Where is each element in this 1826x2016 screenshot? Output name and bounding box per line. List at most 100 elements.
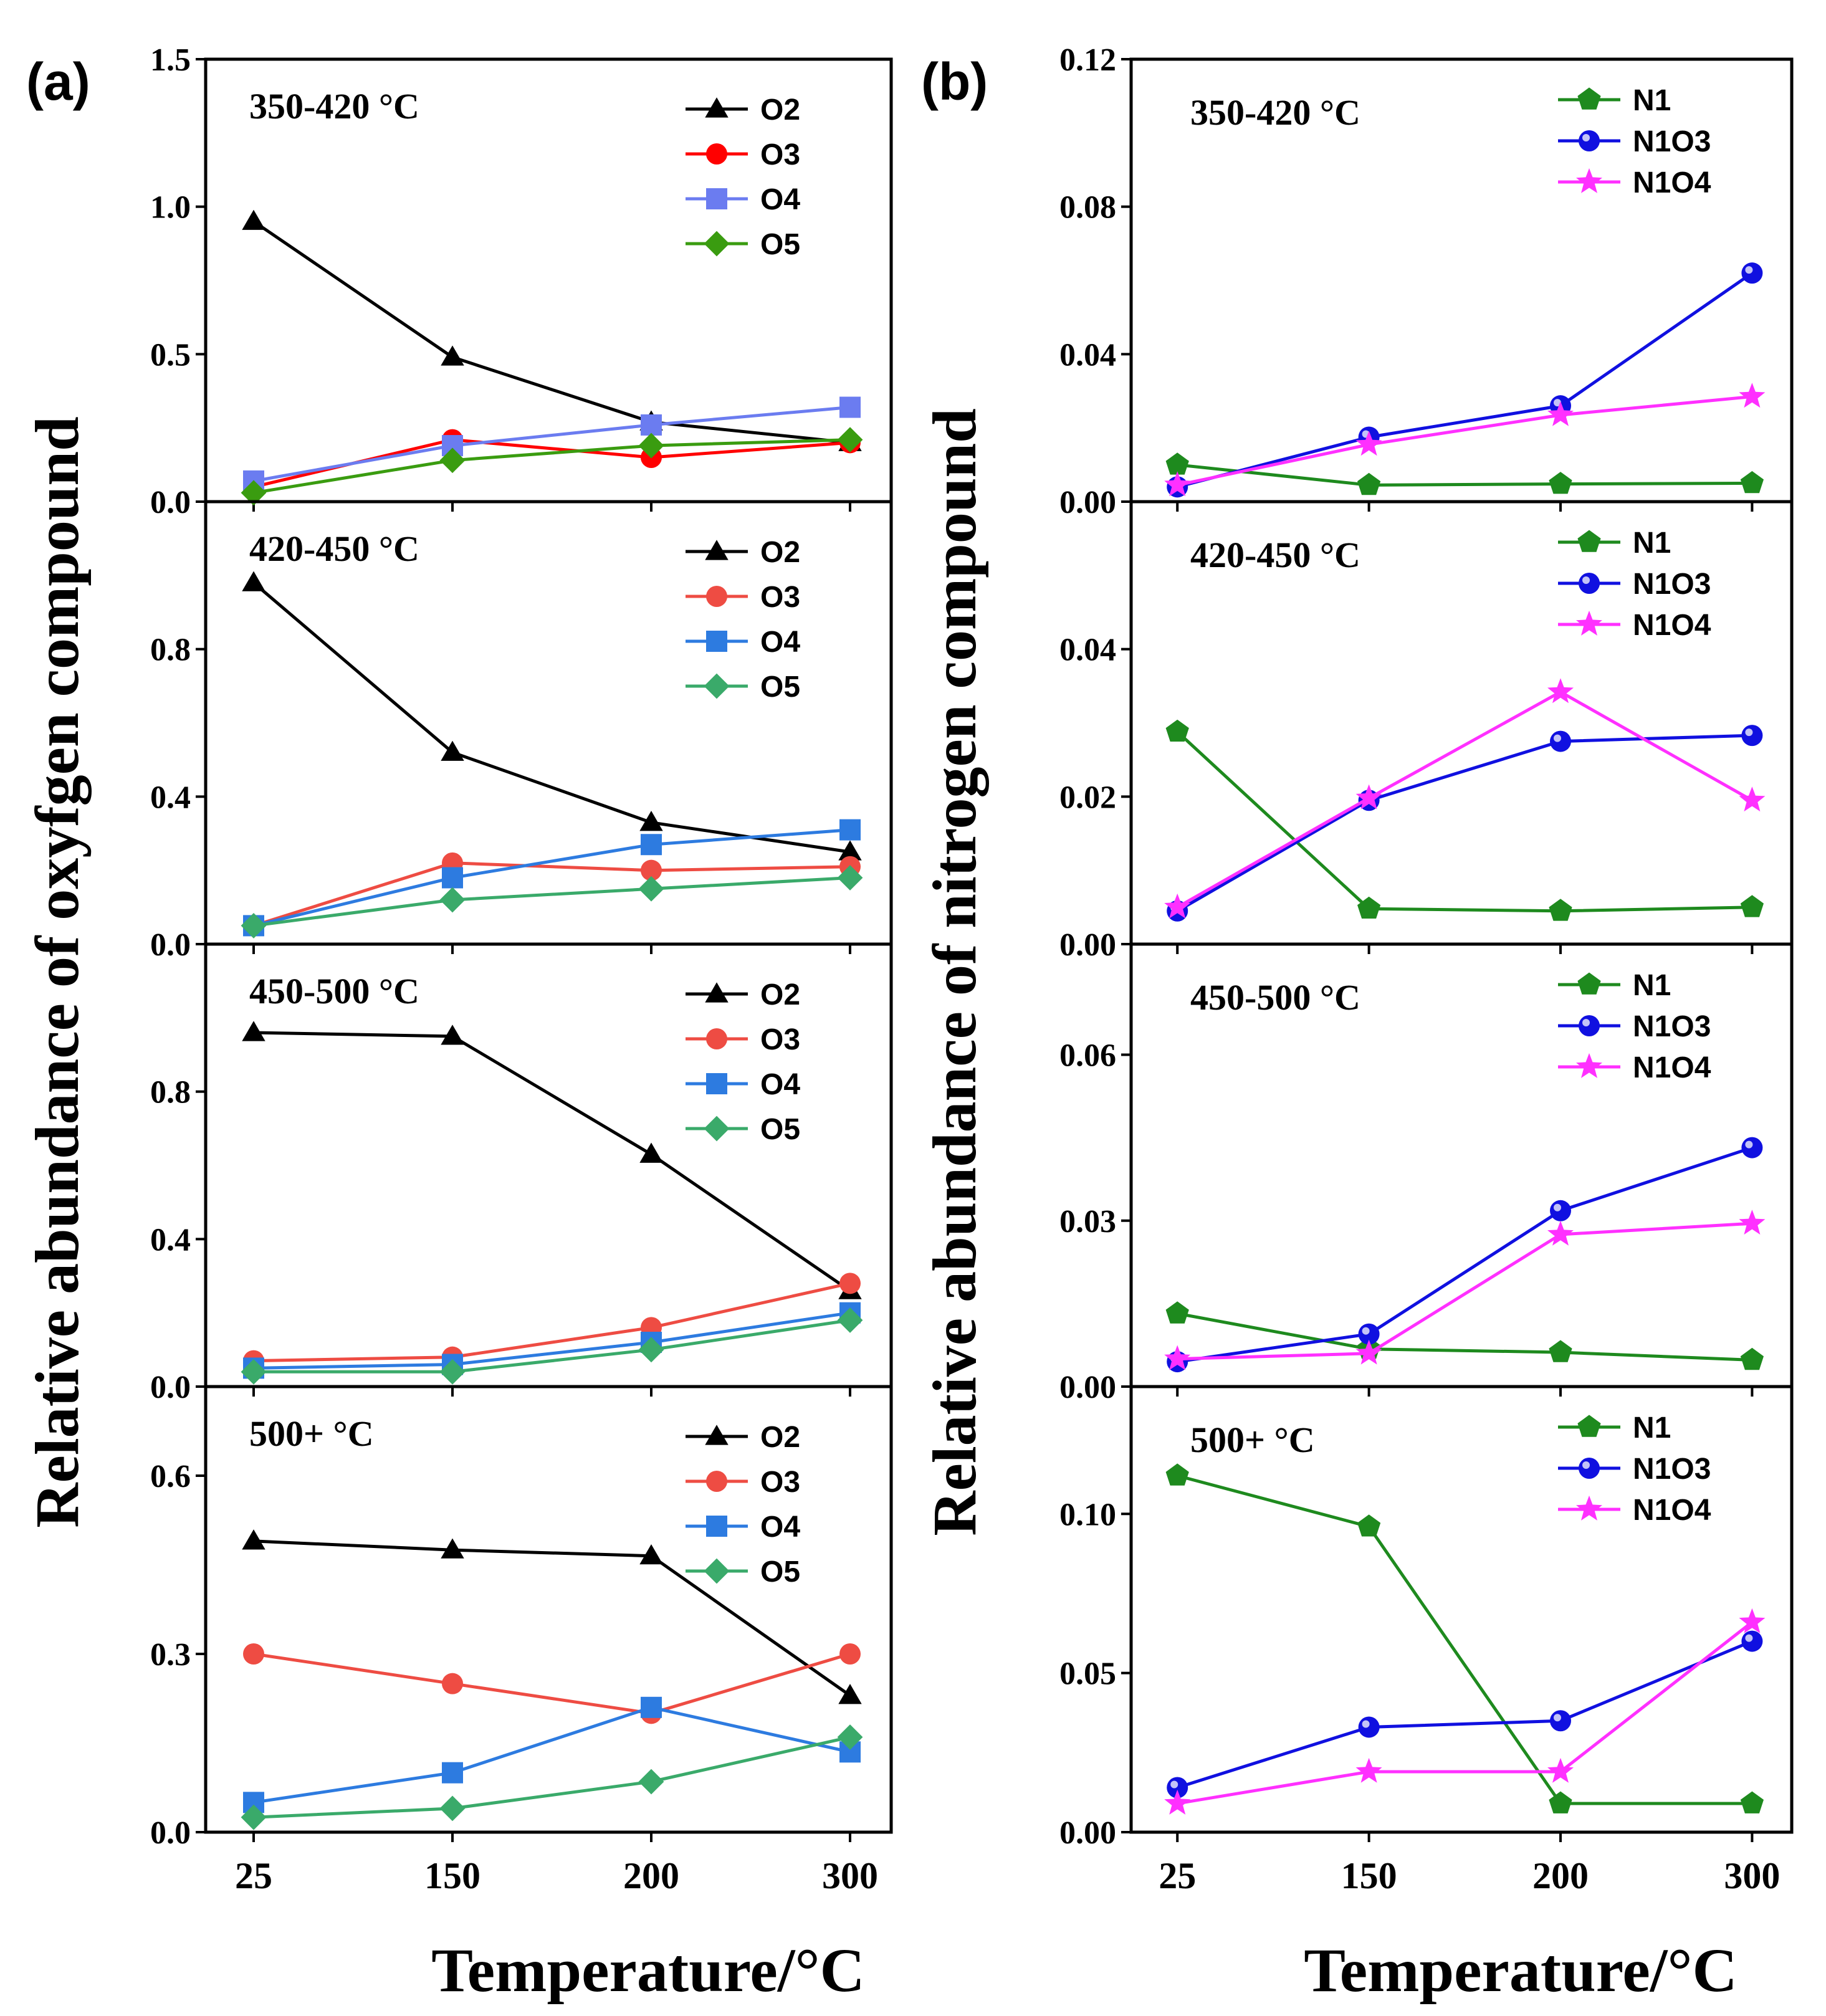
legend-label-b3-N1O4: N1O4 bbox=[1633, 1051, 1711, 1084]
point-b1-N1O4-3 bbox=[1739, 383, 1766, 408]
point-b3-N1-0 bbox=[1165, 1301, 1189, 1324]
point-b4-N1O3-2-highlight bbox=[1554, 1714, 1561, 1722]
legend-marker-b3-N1O3-highlight bbox=[1582, 1019, 1590, 1026]
point-a4-O2-3 bbox=[838, 1684, 862, 1704]
point-b2-N1O4-0 bbox=[1164, 893, 1191, 919]
point-a2-O5-1 bbox=[439, 887, 466, 913]
point-a1-O5-3 bbox=[837, 427, 863, 452]
point-b4-N1O4-0 bbox=[1164, 1789, 1191, 1815]
point-b3-N1O3-2-highlight bbox=[1554, 1203, 1561, 1211]
legend-marker-a3-O5 bbox=[704, 1115, 730, 1142]
legend-marker-a3-O3 bbox=[706, 1028, 727, 1049]
point-b4-N1-0 bbox=[1165, 1463, 1189, 1486]
point-a4-O5-0 bbox=[241, 1804, 267, 1830]
point-a3-O5-3 bbox=[837, 1307, 863, 1333]
legend-label-b3-N1O3: N1O3 bbox=[1633, 1010, 1711, 1043]
legend-label-a4-O3: O3 bbox=[760, 1466, 800, 1499]
series-line-a2-O5 bbox=[253, 876, 851, 927]
y-tick-label-a2-0: 0.0 bbox=[150, 927, 191, 963]
series-line-a2-O4 bbox=[253, 828, 851, 927]
series-line-a4-O4 bbox=[253, 1706, 851, 1804]
point-b4-N1O4-3 bbox=[1739, 1608, 1766, 1633]
chart-a4: 0.0 0.3 0.6 25 150 200 300 500+ °C O2 O3 O4 O5 bbox=[150, 1385, 893, 1896]
series-line-a3-O2 bbox=[253, 1031, 851, 1292]
point-b2-N1O4-3 bbox=[1739, 786, 1766, 812]
series-line-a1-O5 bbox=[253, 438, 851, 495]
point-a4-O2-1 bbox=[441, 1538, 464, 1559]
point-b3-N1O3-1-highlight bbox=[1362, 1327, 1370, 1335]
point-a3-O3-3 bbox=[839, 1273, 861, 1294]
point-a3-O2-1 bbox=[441, 1025, 464, 1045]
panel-title-b3: 450-500 °C bbox=[1190, 977, 1360, 1018]
legend-label-a4-O2: O2 bbox=[760, 1421, 800, 1454]
y-tick-label-a4-1: 0.3 bbox=[150, 1637, 191, 1673]
legend-label-a2-O3: O3 bbox=[760, 581, 800, 614]
point-a2-O2-2 bbox=[639, 811, 663, 831]
y-tick-label-b2-2: 0.04 bbox=[1059, 633, 1116, 668]
series-line-a1-O2 bbox=[252, 220, 851, 444]
point-b4-N1O3-3-body bbox=[1741, 1630, 1763, 1652]
y-tick-label-a2-2: 0.8 bbox=[150, 633, 191, 668]
plot-frame-a4 bbox=[204, 1385, 893, 1834]
panel-title-a1: 350-420 °C bbox=[249, 86, 419, 127]
legend-label-a1-O5: O5 bbox=[760, 228, 800, 261]
legend-label-b2-N1O3: N1O3 bbox=[1633, 568, 1711, 601]
point-b3-N1O4-3 bbox=[1739, 1210, 1766, 1235]
point-b4-N1O4-1 bbox=[1355, 1757, 1382, 1783]
point-b1-N1O4-0 bbox=[1164, 471, 1191, 497]
point-a4-O2-0 bbox=[242, 1529, 265, 1550]
legend-marker-b1-N1O4 bbox=[1576, 168, 1602, 193]
legend-marker-b4-N1O3-highlight bbox=[1582, 1461, 1590, 1469]
point-b1-N1-2 bbox=[1549, 472, 1572, 494]
legend-label-a3-O4: O4 bbox=[760, 1068, 800, 1101]
panel-title-b2: 420-450 °C bbox=[1190, 535, 1360, 575]
point-a2-O3-2 bbox=[641, 859, 662, 881]
series-line-a1-O3 bbox=[253, 438, 851, 489]
chart-b1: 0.00 0.04 0.08 0.12 350-420 °C N1 N1O3 N1O4 bbox=[1059, 42, 1794, 520]
point-b1-N1O3-3-body bbox=[1741, 262, 1763, 284]
legend-marker-b1-N1 bbox=[1577, 87, 1601, 110]
legend-marker-b4-N1O3 bbox=[1579, 1458, 1600, 1479]
legend-marker-a1-O3 bbox=[706, 143, 727, 165]
series-line-b2-N1O3 bbox=[1176, 733, 1752, 912]
series-line-b4-N1 bbox=[1177, 1474, 1752, 1805]
point-a2-O2-1 bbox=[441, 740, 464, 761]
series-line-a1-O4 bbox=[253, 406, 851, 483]
y-tick-label-b4-1: 0.05 bbox=[1059, 1656, 1116, 1692]
legend-label-b1-N1O4: N1O4 bbox=[1633, 166, 1711, 199]
legend-label-b1-N1: N1 bbox=[1633, 84, 1671, 117]
point-b1-N1O4-2 bbox=[1547, 401, 1574, 426]
legend-label-b2-N1: N1 bbox=[1633, 527, 1671, 560]
panel-label-b: (b) bbox=[921, 52, 988, 111]
point-b3-N1O4-1 bbox=[1355, 1339, 1382, 1365]
legend-label-a4-O5: O5 bbox=[760, 1555, 800, 1588]
series-line-a3-O5 bbox=[254, 1319, 851, 1373]
y-tick-label-b1-2: 0.08 bbox=[1059, 190, 1116, 226]
point-a2-O5-3 bbox=[837, 865, 863, 891]
legend-label-b3-N1: N1 bbox=[1633, 969, 1671, 1002]
point-a1-O5-2 bbox=[638, 432, 664, 459]
charts-layer: 0.0 0.5 1.0 1.5 350-420 °C O2 O3 O4 O5 0.0 0.4 0.8 4… bbox=[150, 42, 1794, 1896]
point-a3-O5-0 bbox=[241, 1359, 267, 1385]
point-b3-N1O3-3-highlight bbox=[1745, 1140, 1753, 1149]
series-line-b3-N1O4 bbox=[1177, 1221, 1752, 1361]
chart-b3: 0.00 0.03 0.06 450-500 °C N1 N1O3 N1O4 bbox=[1059, 942, 1794, 1405]
series-line-a3-O4 bbox=[253, 1311, 851, 1370]
y-tick-label-b1-1: 0.04 bbox=[1059, 337, 1116, 373]
legend-label-a3-O2: O2 bbox=[760, 978, 800, 1011]
x-axis-label-a: Temperature/°C bbox=[431, 1936, 864, 2005]
y-tick-label-a3-2: 0.8 bbox=[150, 1075, 191, 1111]
series-line-a3-O3 bbox=[253, 1281, 851, 1363]
legend-label-a1-O2: O2 bbox=[760, 93, 800, 127]
chart-b2: 0.00 0.02 0.04 420-450 °C N1 N1O3 N1O4 bbox=[1059, 500, 1794, 963]
series-line-b4-N1O3 bbox=[1177, 1640, 1753, 1789]
legend-label-a2-O4: O4 bbox=[760, 626, 800, 659]
point-b3-N1O3-3-body bbox=[1741, 1137, 1763, 1158]
series-line-b1-N1O3 bbox=[1177, 272, 1753, 489]
point-a4-O3-1 bbox=[442, 1673, 463, 1694]
y-axis-label-b: Relative abundance of nitrogen compound bbox=[920, 408, 989, 1536]
legend-label-a4-O4: O4 bbox=[760, 1511, 800, 1544]
point-a4-O5-1 bbox=[439, 1795, 466, 1822]
legend-marker-a2-O4 bbox=[706, 631, 727, 652]
point-a4-O2-2 bbox=[639, 1544, 663, 1565]
